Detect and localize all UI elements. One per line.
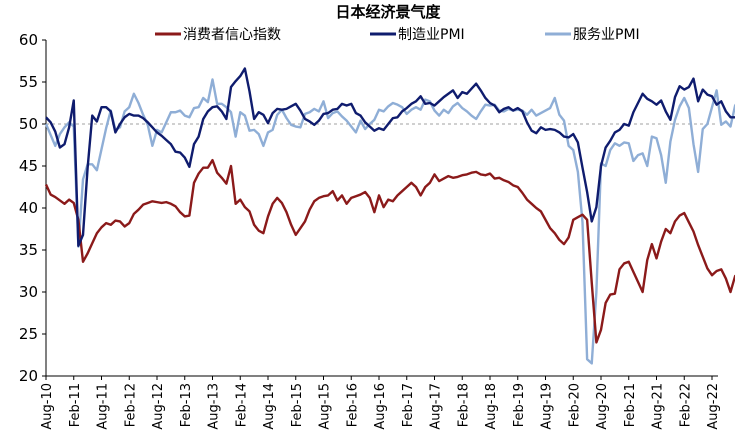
y-tick-label: 40: [19, 199, 38, 217]
x-tick-label: Feb-15: [290, 383, 305, 427]
y-tick-label: 50: [19, 115, 38, 133]
x-tick-label: Feb-12: [123, 383, 138, 427]
y-tick-label: 35: [19, 241, 38, 259]
x-tick-label: Aug-17: [429, 383, 444, 430]
x-tick-label: Aug-11: [96, 383, 111, 430]
chart-title: 日本经济景气度: [335, 3, 441, 21]
series-line-1: [45, 67, 735, 248]
y-axis-ticks: 20 25 30 35 40 45 50 55 60: [19, 31, 46, 385]
x-tick-label: Feb-19: [512, 383, 527, 427]
y-tick-label: 55: [19, 73, 38, 91]
x-tick-label: Feb-11: [68, 383, 83, 427]
x-tick-label: Aug-13: [207, 383, 222, 430]
series-lines: [44, 67, 735, 365]
x-tick-label: Aug-10: [40, 383, 55, 430]
x-tick-label: Feb-20: [567, 383, 582, 427]
x-tick-label: Aug-16: [373, 383, 388, 430]
x-tick-label: Feb-21: [623, 383, 638, 427]
x-tick-label: Aug-22: [706, 383, 721, 430]
x-tick-label: Feb-22: [678, 383, 693, 427]
series-line-0: [44, 158, 735, 344]
x-tick-label: Feb-14: [234, 383, 249, 427]
x-tick-label: Aug-15: [318, 383, 333, 430]
legend-label-1: 制造业PMI: [398, 27, 465, 43]
y-tick-label: 30: [19, 283, 38, 301]
x-tick-label: Aug-18: [484, 383, 499, 430]
x-tick-label: Aug-12: [151, 383, 166, 430]
x-tick-label: Feb-17: [401, 383, 416, 427]
plot-area: 20 25 30 35 40 45 50 55 60 Aug-10 Feb-11 Aug-11 Feb…: [19, 31, 735, 430]
y-tick-label: 45: [19, 157, 38, 175]
x-tick-label: Aug-14: [262, 383, 277, 430]
y-tick-label: 20: [19, 367, 38, 385]
x-tick-label: Feb-16: [345, 383, 360, 427]
series-line-2: [44, 78, 735, 365]
legend: 消费者信心指数 制造业PMI 服务业PMI: [155, 27, 640, 43]
x-axis-ticks: Aug-10 Feb-11 Aug-11 Feb-12 Aug-12 Feb-13 Aug-…: [40, 376, 721, 430]
x-tick-label: Feb-18: [456, 383, 471, 427]
legend-label-0: 消费者信心指数: [183, 27, 281, 43]
x-tick-label: Feb-13: [179, 383, 194, 427]
y-tick-label: 60: [19, 31, 38, 49]
x-tick-label: Aug-21: [651, 383, 666, 430]
x-tick-label: Aug-20: [595, 383, 610, 430]
legend-label-2: 服务业PMI: [573, 27, 640, 43]
x-tick-label: Aug-19: [540, 383, 555, 430]
y-tick-label: 25: [19, 325, 38, 343]
